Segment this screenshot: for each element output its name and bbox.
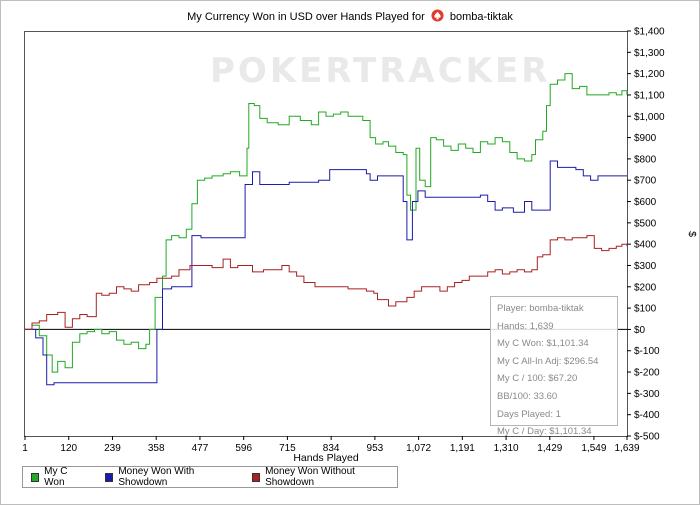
x-tick-label: 239	[104, 443, 121, 454]
stat-hands: Hands: 1,639	[497, 320, 554, 332]
x-tick-label: 1,639	[614, 443, 639, 454]
player-name: bomba-tiktak	[449, 11, 513, 23]
y-tick-label: $400	[634, 240, 657, 251]
y-tick-label: $800	[634, 154, 657, 165]
x-tick-label: 596	[235, 443, 252, 454]
x-axis-title: Hands Played	[293, 452, 359, 464]
poker-spade-icon	[431, 9, 444, 22]
y-tick-label: $1,100	[634, 90, 665, 101]
y-tick-label: $200	[634, 282, 657, 293]
legend-item-my-c-won[interactable]: My C Won	[31, 466, 85, 488]
legend-item-without-showdown[interactable]: Money Won Without Showdown	[251, 466, 391, 488]
y-tick-label: $600	[634, 197, 657, 208]
series-line-my-c-won	[25, 73, 628, 373]
stat-player: Player: bomba-tiktak	[497, 303, 584, 314]
x-tick-label: 1,310	[494, 443, 519, 454]
title-prefix: My Currency Won in USD over Hands Played…	[187, 11, 425, 23]
stat-allin: My C All-In Adj: $296.54	[497, 355, 599, 367]
y-tick-label: $-300	[634, 389, 660, 400]
x-tick-label: 1,549	[581, 443, 606, 454]
y-tick-label: $1,400	[634, 27, 665, 38]
stat-per100: My C / 100: $67.20	[497, 373, 578, 385]
y-tick-label: $-500	[634, 432, 660, 443]
y-tick-label: $1,200	[634, 69, 665, 80]
y-tick-label: $300	[634, 261, 657, 272]
y-tick-label: $1,300	[634, 48, 665, 59]
watermark-text: POKERTRACKER	[210, 51, 550, 91]
y-tick-label: $900	[634, 133, 657, 144]
x-tick-label: 715	[279, 443, 296, 454]
x-tick-label: 1	[22, 443, 28, 454]
x-tick-label: 953	[367, 443, 384, 454]
x-tick-label: 358	[148, 443, 165, 454]
x-tick-label: 834	[323, 443, 340, 454]
y-axis-title: $	[686, 231, 698, 237]
stat-days: Days Played: 1	[497, 408, 561, 420]
y-axis: $-500 $-400 $-300 $-200 $-100 $0 $100 $200 $300 $…	[627, 27, 665, 443]
x-tick-label: 1,191	[450, 443, 475, 454]
chart-title: My Currency Won in USD over Hands Played…	[0, 9, 700, 23]
x-tick-label: 477	[192, 443, 209, 454]
y-tick-label: $0	[634, 325, 646, 336]
series-line-without-showdown	[25, 235, 628, 330]
legend: My C Won Money Won With Showdown Money W…	[22, 466, 398, 488]
x-axis: 1 120 239 358 477 596 715 834 953 1,072 1,191 1,310…	[22, 436, 640, 454]
y-tick-label: $-100	[634, 346, 660, 357]
watermark: POKERTRACKER	[210, 51, 550, 91]
x-tick-label: 1,072	[406, 443, 431, 454]
legend-label: My C Won	[44, 466, 68, 488]
stats-tooltip: Player: bomba-tiktak Hands: 1,639 My C W…	[490, 296, 618, 437]
legend-swatch-green	[31, 472, 40, 482]
y-tick-label: $100	[634, 304, 657, 315]
legend-label: Money Won Without Showdown	[265, 466, 355, 488]
x-tick-label: 120	[60, 443, 77, 454]
series-layer	[25, 73, 628, 386]
series-line-with-showdown	[25, 160, 627, 386]
stat-won: My C Won: $1,101.34	[497, 338, 589, 350]
y-tick-label: $500	[634, 218, 657, 229]
y-tick-label: $-200	[634, 368, 660, 379]
legend-item-with-showdown[interactable]: Money Won With Showdown	[105, 466, 232, 488]
stat-bb100: BB/100: 33.60	[497, 390, 558, 402]
legend-swatch-red	[251, 472, 261, 482]
legend-swatch-blue	[105, 472, 114, 482]
stat-perday: My C / Day: $1,101.34	[497, 426, 592, 438]
x-tick-label: 1,429	[537, 443, 562, 454]
legend-label: Money Won With Showdown	[118, 466, 195, 488]
y-tick-label: $1,000	[634, 112, 665, 123]
y-tick-label: $700	[634, 176, 657, 187]
y-tick-label: $-400	[634, 410, 660, 421]
